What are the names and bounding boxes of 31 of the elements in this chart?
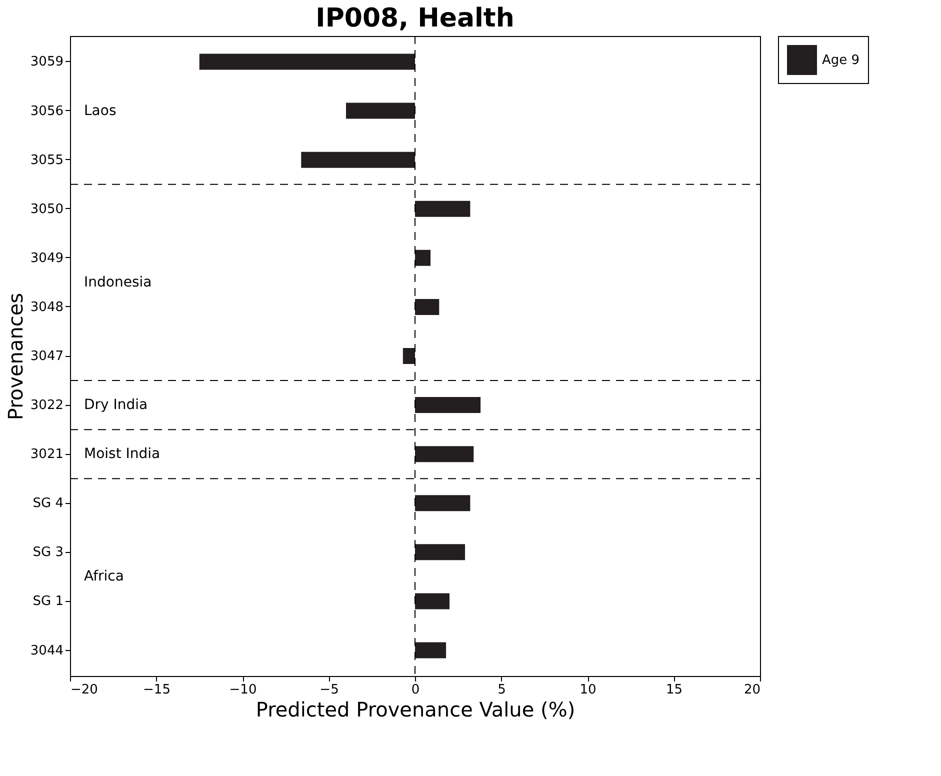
annotation: Africa [84, 568, 124, 585]
x-tick-label: 0 [411, 682, 420, 698]
x-axis-title: Predicted Provenance Value (%) [256, 698, 576, 722]
x-tick-label: 20 [744, 682, 760, 698]
x-tick-label: 15 [666, 682, 683, 698]
x-tick-label: −15 [143, 682, 170, 698]
y-tick-label: 3055 [30, 152, 64, 168]
annotation: Indonesia [84, 274, 152, 290]
chart-title: IP008, Health [316, 4, 514, 34]
x-tick-label: −5 [320, 682, 339, 698]
y-tick-label: 3049 [30, 250, 64, 266]
x-tick-label: 5 [498, 682, 506, 698]
y-tick-label: 3044 [30, 643, 64, 658]
annotation: Moist India [84, 446, 160, 462]
x-tick-label: −20 [70, 682, 98, 698]
legend-label: Age 9 [822, 53, 860, 68]
x-tick-label: −10 [229, 682, 257, 698]
y-tick-label: SG 3 [32, 545, 64, 560]
y-tick-label: 3021 [30, 447, 64, 462]
y-axis-title: Provenances [3, 292, 28, 420]
y-tick-label: SG 4 [32, 496, 64, 512]
annotation: Dry India [84, 397, 148, 414]
y-tick-label: 3056 [30, 104, 64, 119]
y-tick-label: SG 1 [32, 594, 64, 610]
x-tick-label: 10 [580, 682, 596, 698]
y-tick-label: 3048 [30, 300, 64, 315]
y-tick-label: 3059 [30, 54, 64, 70]
y-tick-label: 3022 [30, 398, 64, 414]
y-tick-label: 3047 [30, 349, 64, 364]
annotation: Laos [84, 102, 116, 119]
y-tick-label: 3050 [30, 202, 64, 217]
